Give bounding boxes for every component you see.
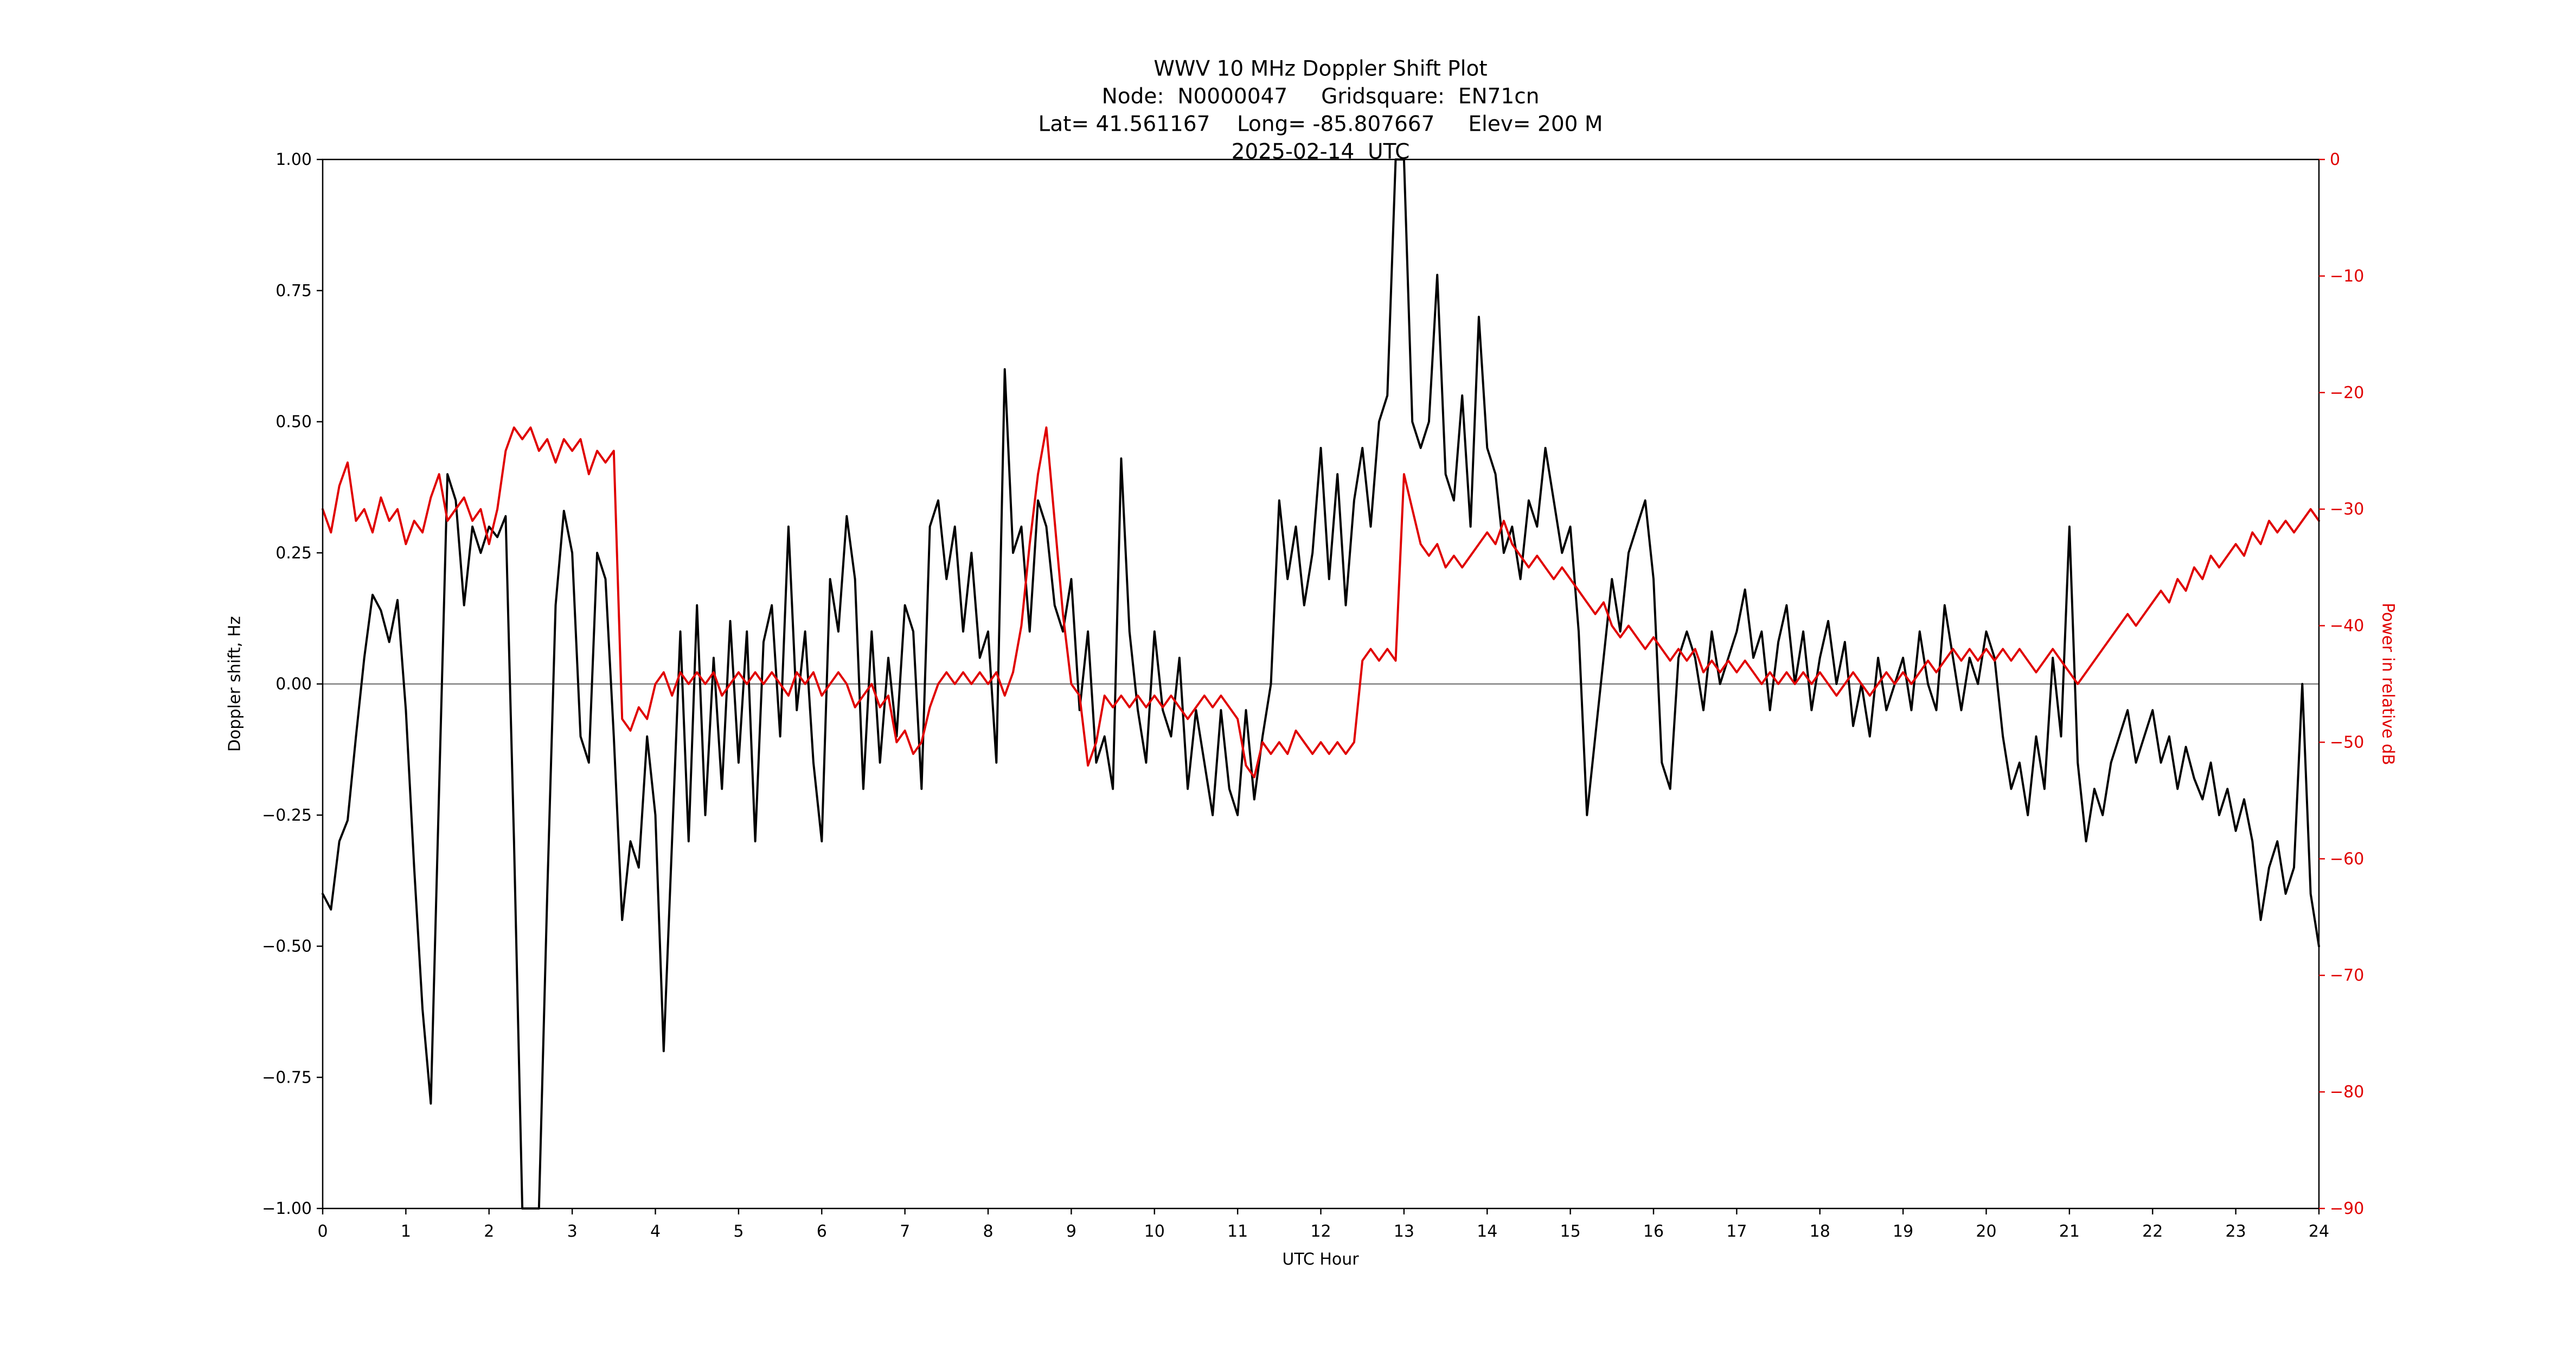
y-right-tick-label: −20 [2330, 383, 2364, 402]
doppler-series-line [322, 158, 2320, 1210]
y-right-tick-label: −70 [2330, 966, 2364, 985]
x-tick-label: 1 [401, 1222, 411, 1241]
x-tick-label: 13 [1394, 1222, 1414, 1241]
x-tick-label: 11 [1227, 1222, 1248, 1241]
y-right-tick-label: −80 [2330, 1083, 2364, 1102]
x-tick-label: 9 [1066, 1222, 1076, 1241]
x-tick-label: 20 [1976, 1222, 1996, 1241]
y-left-tick-label: −1.00 [262, 1199, 312, 1218]
y-right-tick-label: −50 [2330, 733, 2364, 752]
y-left-tick-label: −0.75 [262, 1068, 312, 1087]
y-right-tick-label: −90 [2330, 1199, 2364, 1218]
x-axis-label: UTC Hour [1282, 1250, 1359, 1269]
x-tick-label: 7 [900, 1222, 910, 1241]
x-tick-label: 17 [1726, 1222, 1747, 1241]
x-tick-label: 16 [1643, 1222, 1664, 1241]
y-right-tick-label: −40 [2330, 617, 2364, 636]
x-tick-label: 4 [650, 1222, 661, 1241]
chart-title: WWV 10 MHz Doppler Shift Plot [1154, 56, 1488, 81]
y-left-tick-label: 0.25 [275, 543, 312, 562]
y-right-tick-label: −10 [2330, 267, 2364, 286]
x-tick-label: 2 [484, 1222, 494, 1241]
x-tick-label: 8 [983, 1222, 993, 1241]
x-tick-label: 3 [567, 1222, 578, 1241]
x-tick-label: 24 [2309, 1222, 2329, 1241]
y-right-tick-label: −60 [2330, 849, 2364, 868]
chart-subtitle-node-gridsquare: Node: N0000047 Gridsquare: EN71cn [1101, 84, 1540, 109]
x-tick-label: 6 [817, 1222, 827, 1241]
y-right-tick-label: 0 [2330, 150, 2340, 169]
x-tick-label: 0 [317, 1222, 328, 1241]
x-tick-label: 18 [1810, 1222, 1830, 1241]
x-tick-label: 14 [1477, 1222, 1497, 1241]
y-left-tick-label: 1.00 [275, 150, 312, 169]
power-series-line [322, 426, 2320, 778]
y-left-tick-label: 0.75 [275, 282, 312, 300]
x-tick-label: 19 [1893, 1222, 1913, 1241]
x-tick-label: 22 [2142, 1222, 2163, 1241]
x-tick-label: 12 [1310, 1222, 1331, 1241]
y-left-tick-label: −0.50 [262, 937, 312, 956]
x-tick-label: 23 [2226, 1222, 2246, 1241]
y-left-tick-label: 0.50 [275, 413, 312, 432]
y-left-tick-label: −0.25 [262, 806, 312, 825]
x-tick-label: 5 [733, 1222, 744, 1241]
y-right-tick-label: −30 [2330, 500, 2364, 519]
chart-subtitle-lat-long-elev: Lat= 41.561167 Long= -85.807667 Elev= 20… [1038, 112, 1603, 137]
y-left-tick-label: 0.00 [275, 675, 312, 694]
x-tick-label: 21 [2059, 1222, 2080, 1241]
x-tick-label: 10 [1144, 1222, 1165, 1241]
x-tick-label: 15 [1560, 1222, 1581, 1241]
